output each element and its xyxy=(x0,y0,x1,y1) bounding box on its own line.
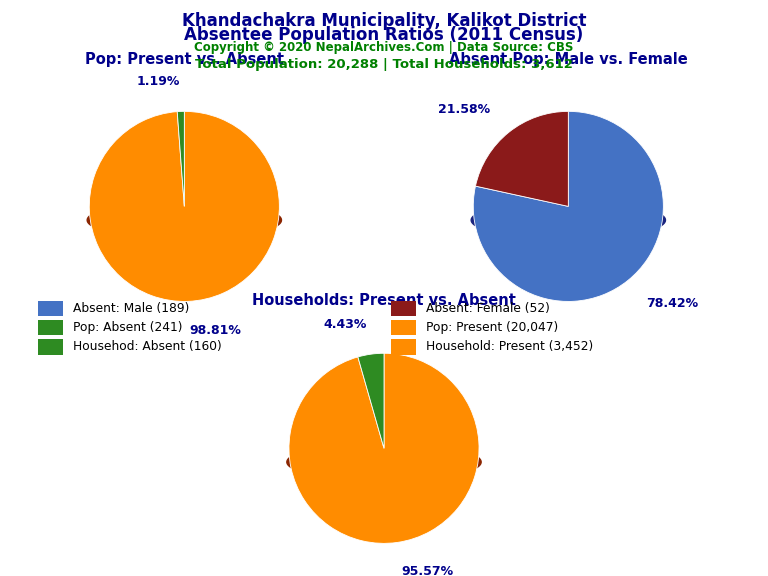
Polygon shape xyxy=(177,201,184,220)
Text: Pop: Absent (241): Pop: Absent (241) xyxy=(73,321,183,334)
Text: 78.42%: 78.42% xyxy=(647,297,699,310)
Text: 98.81%: 98.81% xyxy=(189,324,241,338)
Title: Households: Present vs. Absent: Households: Present vs. Absent xyxy=(252,294,516,309)
Text: 1.19%: 1.19% xyxy=(136,75,180,88)
Polygon shape xyxy=(287,443,481,481)
Wedge shape xyxy=(475,111,568,206)
Bar xyxy=(391,301,415,316)
Text: Total Population: 20,288 | Total Households: 3,612: Total Population: 20,288 | Total Househo… xyxy=(195,58,573,71)
Wedge shape xyxy=(89,111,280,301)
Text: 95.57%: 95.57% xyxy=(402,565,453,576)
Text: Household: Present (3,452): Household: Present (3,452) xyxy=(426,340,594,354)
Bar xyxy=(38,339,62,355)
Bar xyxy=(38,320,62,335)
Text: Copyright © 2020 NepalArchives.Com | Data Source: CBS: Copyright © 2020 NepalArchives.Com | Dat… xyxy=(194,41,574,55)
Polygon shape xyxy=(357,443,384,462)
Wedge shape xyxy=(177,111,184,206)
Bar xyxy=(38,301,62,316)
Text: Absent: Male (189): Absent: Male (189) xyxy=(73,302,190,315)
Wedge shape xyxy=(358,353,384,448)
Text: Absent: Female (52): Absent: Female (52) xyxy=(426,302,550,315)
Bar xyxy=(391,339,415,355)
Text: Absentee Population Ratios (2011 Census): Absentee Population Ratios (2011 Census) xyxy=(184,26,584,44)
Bar xyxy=(391,320,415,335)
Polygon shape xyxy=(472,201,665,239)
Text: 4.43%: 4.43% xyxy=(323,319,366,331)
Polygon shape xyxy=(88,201,281,239)
Text: Pop: Present (20,047): Pop: Present (20,047) xyxy=(426,321,558,334)
Polygon shape xyxy=(473,201,568,220)
Text: Househod: Absent (160): Househod: Absent (160) xyxy=(73,340,222,354)
Wedge shape xyxy=(473,111,664,301)
Title: Pop: Present vs. Absent: Pop: Present vs. Absent xyxy=(84,52,284,67)
Text: 21.58%: 21.58% xyxy=(438,103,490,116)
Text: Khandachakra Municipality, Kalikot District: Khandachakra Municipality, Kalikot Distr… xyxy=(182,12,586,29)
Title: Absent Pop: Male vs. Female: Absent Pop: Male vs. Female xyxy=(449,52,687,67)
Wedge shape xyxy=(289,353,479,543)
